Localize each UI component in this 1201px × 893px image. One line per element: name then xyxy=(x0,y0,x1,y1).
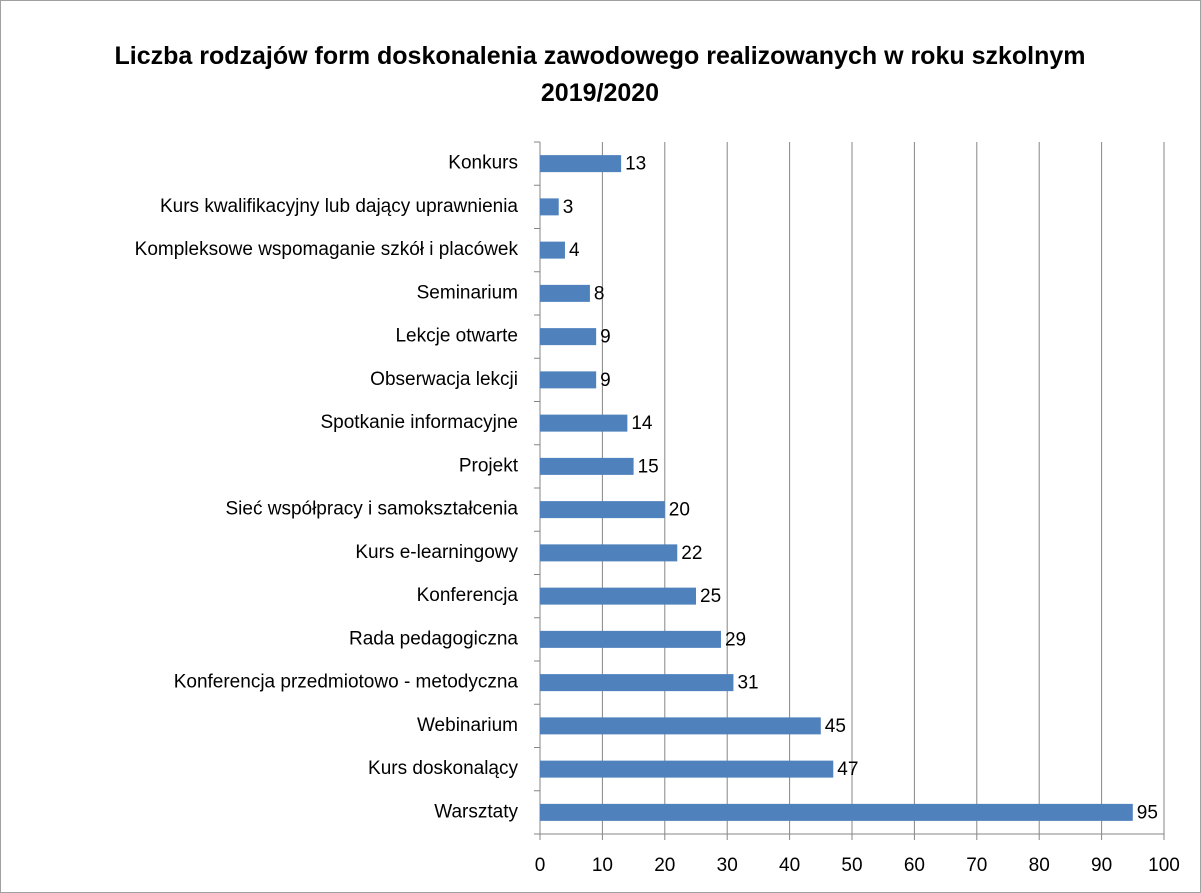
x-tick-label: 0 xyxy=(535,855,546,876)
value-label: 15 xyxy=(638,456,659,477)
value-label: 3 xyxy=(563,197,574,218)
bar xyxy=(540,674,734,692)
bar xyxy=(540,371,597,389)
value-label: 25 xyxy=(700,586,721,607)
bar xyxy=(540,544,678,562)
value-label: 47 xyxy=(837,759,858,780)
y-tick-label: Rada pedagogiczna xyxy=(349,628,518,649)
y-tick-label: Spotkanie informacyjne xyxy=(321,412,519,433)
bar xyxy=(540,155,622,173)
x-tick-label: 40 xyxy=(779,855,800,876)
x-tick-label: 90 xyxy=(1091,855,1112,876)
bar xyxy=(540,717,821,735)
y-tick-label: Kurs doskonalący xyxy=(368,758,518,779)
bar xyxy=(540,198,559,216)
value-label: 22 xyxy=(681,543,702,564)
x-tick-label: 80 xyxy=(1029,855,1050,876)
y-tick-label: Sieć współpracy i samokształcenia xyxy=(225,499,518,520)
bar xyxy=(540,803,1133,821)
value-label: 4 xyxy=(569,240,580,261)
x-tick-label: 70 xyxy=(966,855,987,876)
x-tick-label: 10 xyxy=(592,855,613,876)
bar xyxy=(540,630,721,648)
bar xyxy=(540,241,565,259)
value-label: 45 xyxy=(825,716,846,737)
bar xyxy=(540,328,597,346)
y-tick-label: Webinarium xyxy=(417,715,518,736)
y-tick-label: Konferencja przedmiotowo - metodyczna xyxy=(174,672,519,693)
y-tick-label: Konkurs xyxy=(448,153,518,174)
bar xyxy=(540,284,590,302)
y-tick-label: Konferencja xyxy=(417,585,519,606)
y-tick-label: Seminarium xyxy=(417,282,518,303)
x-tick-label: 30 xyxy=(717,855,738,876)
value-label: 8 xyxy=(594,283,605,304)
x-tick-label: 50 xyxy=(841,855,862,876)
bar xyxy=(540,414,628,432)
y-tick-label: Projekt xyxy=(459,455,519,476)
y-tick-label: Kompleksowe wspomaganie szkół i placówek xyxy=(135,239,519,260)
value-label: 13 xyxy=(625,154,646,175)
bar xyxy=(540,587,696,605)
chart-title: Liczba rodzajów form doskonalenia zawodo… xyxy=(114,42,1086,107)
value-label: 29 xyxy=(725,629,746,650)
value-label: 9 xyxy=(600,370,611,391)
value-label: 31 xyxy=(737,673,758,694)
value-label: 20 xyxy=(669,500,690,521)
value-label: 9 xyxy=(600,327,611,348)
y-tick-label: Warsztaty xyxy=(434,801,518,822)
y-tick-label: Obserwacja lekcji xyxy=(370,369,518,390)
y-tick-label: Lekcje otwarte xyxy=(395,326,518,347)
value-label: 95 xyxy=(1137,802,1158,823)
x-tick-label: 100 xyxy=(1148,855,1180,876)
x-tick-label: 60 xyxy=(904,855,925,876)
value-label: 14 xyxy=(631,413,653,434)
bar xyxy=(540,501,665,519)
bar xyxy=(540,457,634,475)
bar xyxy=(540,760,834,778)
y-tick-label: Kurs kwalifikacyjny lub dający uprawnien… xyxy=(160,196,518,217)
x-tick-label: 20 xyxy=(654,855,675,876)
y-tick-label: Kurs e-learningowy xyxy=(355,542,518,563)
